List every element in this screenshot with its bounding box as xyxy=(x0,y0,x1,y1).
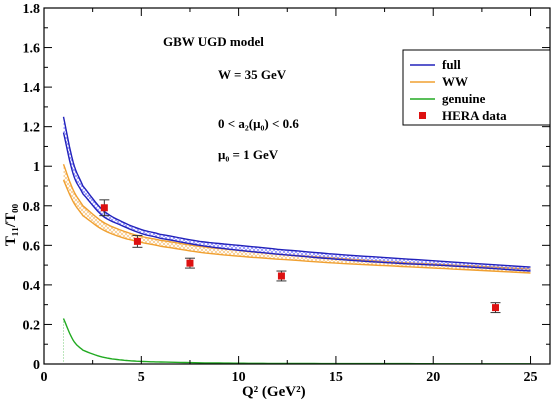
annotation-energy: W = 35 GeV xyxy=(218,67,287,82)
axis-layer: 0 5 10 15 20 25 0 0.2 0.4 0.6 0.8 1 1.2 1.4 1.6 1.8 xyxy=(23,2,551,385)
plot-layer xyxy=(62,116,531,364)
y-tick-label-1: 0.2 xyxy=(23,318,41,333)
x-tick-label-3: 15 xyxy=(329,370,343,385)
legend: full WW genuine HERA data xyxy=(402,49,551,126)
data-point-3 xyxy=(277,272,285,280)
y-tick-label-8: 1.6 xyxy=(23,42,41,57)
legend-label-hera-data: HERA data xyxy=(442,108,507,123)
y-tick-label-4: 0.8 xyxy=(23,200,41,215)
y-tick-label-0: 0 xyxy=(33,358,40,373)
x-tick-label-5: 25 xyxy=(524,370,538,385)
data-point-2 xyxy=(186,259,194,267)
x-tick-label-2: 10 xyxy=(232,370,246,385)
band-full-lower-line xyxy=(62,132,531,272)
data-point-1 xyxy=(133,237,141,245)
band-ww-lower-line xyxy=(62,179,531,274)
annotation-a2-range: 0 < a₂(μ₀) < 0.6 xyxy=(218,116,299,131)
x-tick-label-0: 0 xyxy=(41,370,48,385)
y-tick-label-5: 1 xyxy=(33,160,40,175)
y-tick-label-3: 0.6 xyxy=(23,239,41,254)
annotation-mu0: μ₀ = 1 GeV xyxy=(218,147,279,162)
data-point-0 xyxy=(100,204,108,212)
band-full-upper-line xyxy=(62,116,531,268)
y-tick-label-6: 1.2 xyxy=(23,121,41,136)
legend-label-full: full xyxy=(442,57,461,72)
band-ww xyxy=(63,164,531,273)
y-axis-label: T₁₁/T₀₀ xyxy=(3,203,19,246)
y-tick-label-7: 1.4 xyxy=(23,81,41,96)
x-tick-label-4: 20 xyxy=(426,370,440,385)
legend-swatch-hera-data xyxy=(419,112,426,119)
annotation-model: GBW UGD model xyxy=(163,34,264,49)
y-tick-label-2: 0.4 xyxy=(23,279,41,294)
legend-label-ww: WW xyxy=(442,74,468,89)
legend-label-genuine: genuine xyxy=(442,91,486,106)
data-point-4 xyxy=(492,304,500,312)
band-full xyxy=(63,116,531,271)
line-genuine xyxy=(62,318,531,364)
x-axis-label: Q² (GeV²) xyxy=(242,384,306,400)
legend-box xyxy=(402,49,551,126)
x-tick-label-1: 5 xyxy=(138,370,145,385)
y-tick-label-9: 1.8 xyxy=(23,2,41,17)
